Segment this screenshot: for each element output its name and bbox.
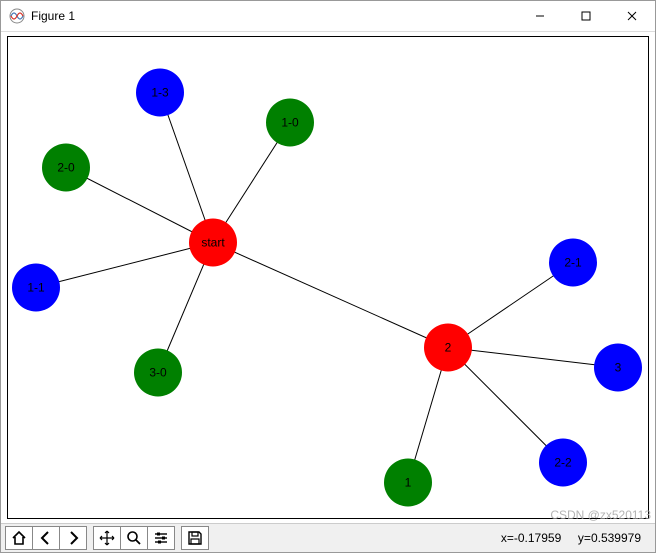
zoom-button[interactable] [121,527,148,549]
graph-node-label: 2-1 [564,256,582,270]
graph-node: 3-0 [134,349,182,397]
graph-node-label: 1-1 [27,281,45,295]
close-button[interactable] [609,1,655,31]
graph-node-label: 2 [445,341,452,355]
coord-x-value: -0.17959 [514,531,561,545]
cursor-coordinates: x=-0.17959 y=0.539979 [501,531,651,545]
pan-button[interactable] [94,527,121,549]
graph-node: 3 [594,344,642,392]
graph-node-label: 2-0 [57,161,75,175]
graph-edge [448,348,618,368]
toolbar-group-view [93,526,175,550]
figure-window: Figure 1 start 2 1-3 1-0 2-0 1-1 3-0 2-1 3 2-2 1 [0,0,656,553]
graph-node-label: 2-2 [554,456,572,470]
coord-x-label: x= [501,531,514,545]
maximize-button[interactable] [563,1,609,31]
titlebar: Figure 1 [1,1,655,32]
pan-icon [99,530,115,546]
coord-y-label: y= [578,531,591,545]
graph-node: start [189,219,237,267]
canvas-frame: start 2 1-3 1-0 2-0 1-1 3-0 2-1 3 2-2 1 [7,36,649,519]
app-icon [9,8,25,24]
graph-node-label: start [201,236,225,250]
configure-icon [153,530,169,546]
forward-icon [65,530,81,546]
graph-node: 1-3 [136,69,184,117]
graph-node: 2-1 [549,239,597,287]
toolbar-group-nav [5,526,87,550]
minimize-button[interactable] [517,1,563,31]
toolbar-group-save [181,526,209,550]
graph-node: 1 [384,459,432,507]
canvas-area[interactable]: start 2 1-3 1-0 2-0 1-1 3-0 2-1 3 2-2 1 [1,32,655,524]
graph-node: 1-0 [266,99,314,147]
save-button[interactable] [182,527,208,549]
forward-button[interactable] [60,527,86,549]
configure-button[interactable] [148,527,174,549]
graph-node: 1-1 [12,264,60,312]
graph-edge [36,243,213,288]
graph-node-label: 1-3 [151,86,169,100]
graph-edge [448,348,563,463]
coord-y-value: 0.539979 [591,531,641,545]
graph-node-label: 3 [615,361,622,375]
home-button[interactable] [6,527,33,549]
network-graph: start 2 1-3 1-0 2-0 1-1 3-0 2-1 3 2-2 1 [8,37,648,518]
graph-node-label: 1 [405,476,412,490]
graph-node-label: 1-0 [281,116,299,130]
back-icon [38,530,54,546]
window-title: Figure 1 [31,9,75,23]
graph-edge [213,243,448,348]
graph-node: 2 [424,324,472,372]
save-icon [187,530,203,546]
toolbar: x=-0.17959 y=0.539979 [1,524,655,552]
graph-node-label: 3-0 [149,366,167,380]
home-icon [11,530,27,546]
zoom-icon [126,530,142,546]
graph-node: 2-2 [539,439,587,487]
graph-node: 2-0 [42,144,90,192]
back-button[interactable] [33,527,60,549]
